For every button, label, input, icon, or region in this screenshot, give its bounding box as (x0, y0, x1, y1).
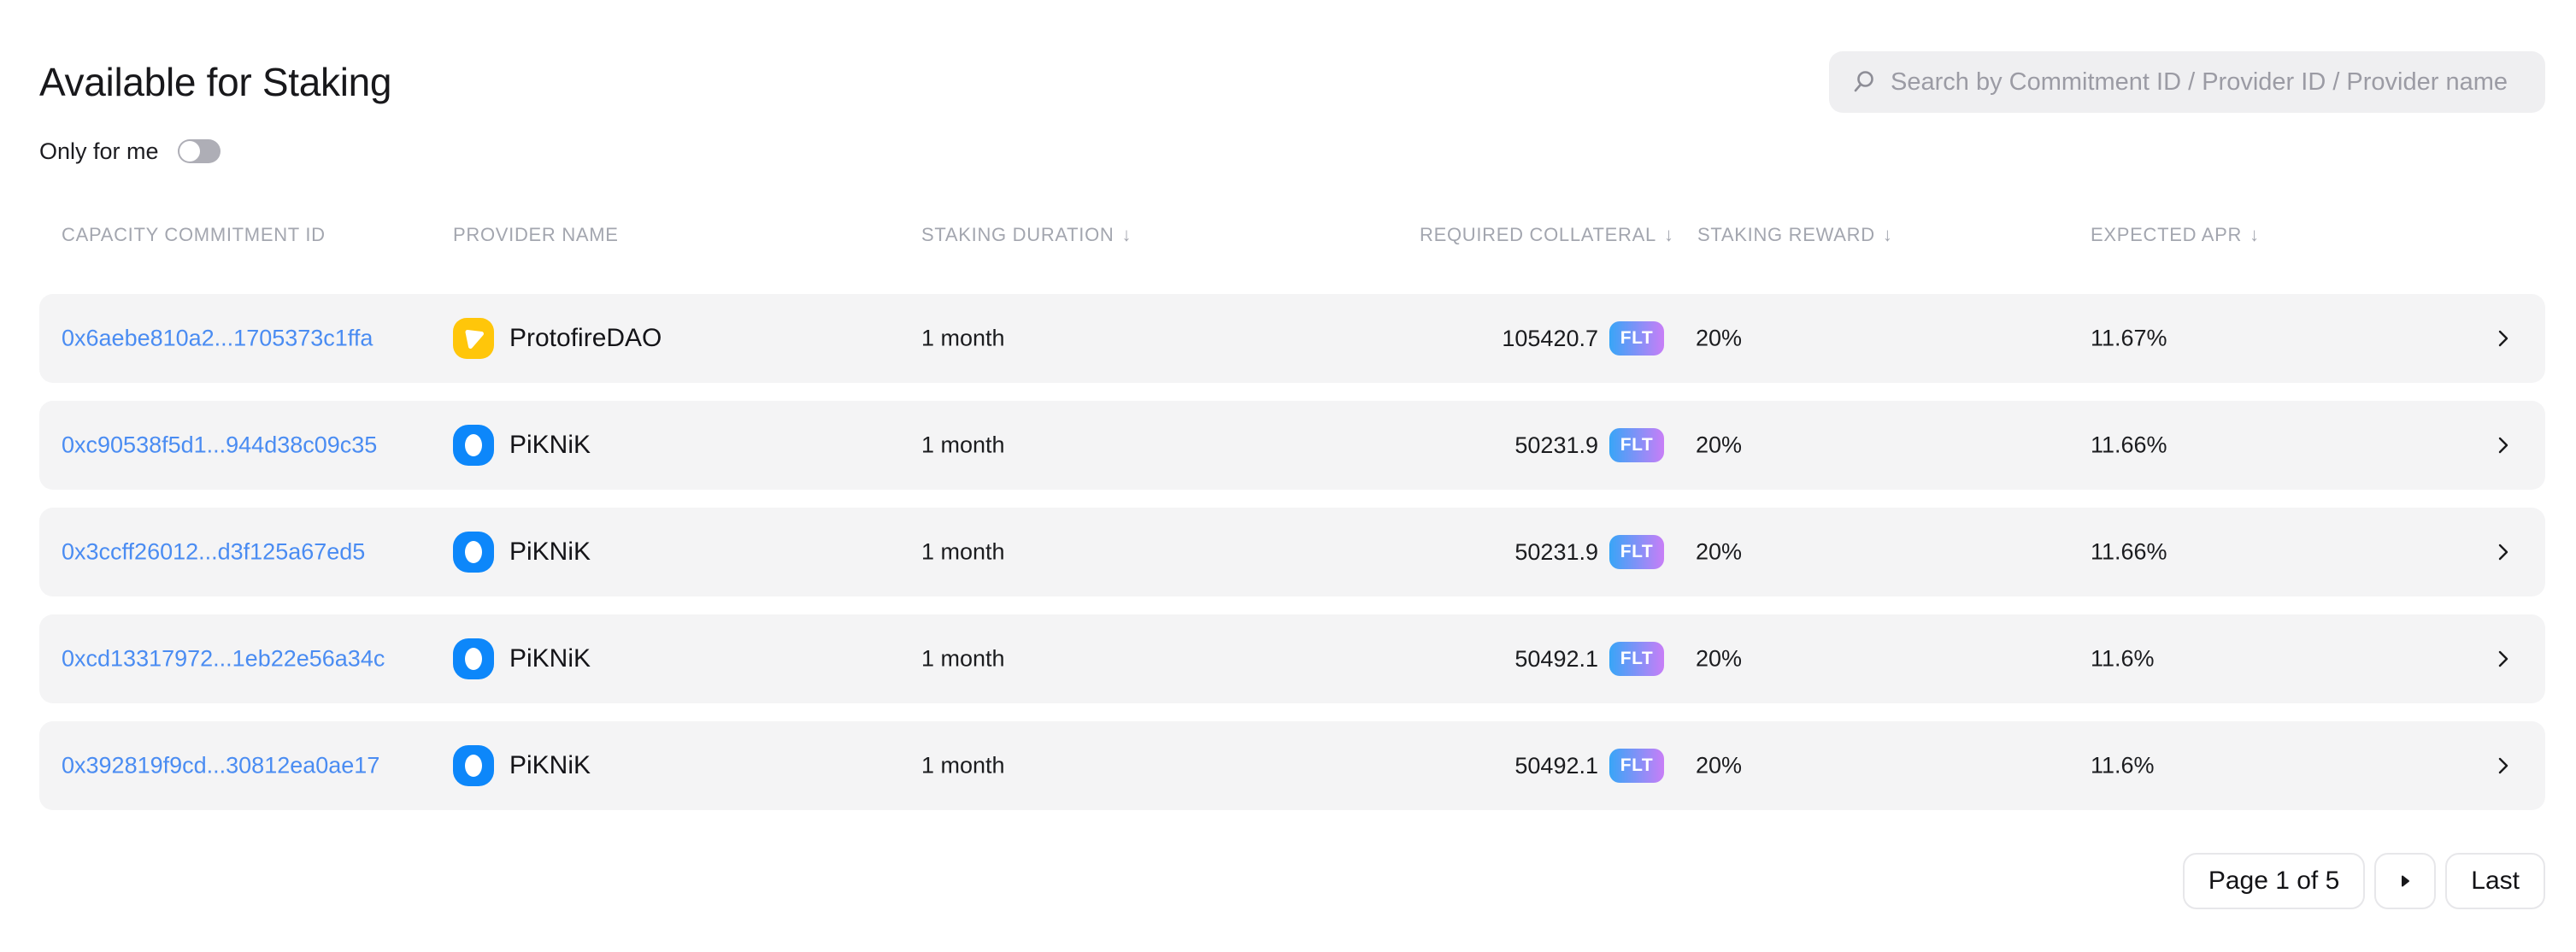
page-header: Available for Staking (39, 51, 2545, 113)
commitment-id-link[interactable]: 0x3ccff26012...d3f125a67ed5 (62, 538, 366, 565)
commitment-id-link[interactable]: 0xcd13317972...1eb22e56a34c (62, 645, 385, 672)
next-arrow-icon (2402, 875, 2410, 887)
required-collateral-cell: 50492.1 FLT (1236, 749, 1664, 783)
flt-token-badge: FLT (1609, 749, 1664, 783)
staking-duration-value: 1 month (921, 325, 1005, 351)
search-icon (1854, 71, 1873, 92)
sort-down-icon: ↓ (2250, 224, 2260, 245)
sort-down-icon: ↓ (1121, 224, 1132, 245)
filter-row: Only for me (39, 138, 2545, 164)
chevron-right-icon[interactable] (2492, 327, 2514, 350)
page-title: Available for Staking (39, 60, 392, 104)
expected-apr-value: 11.6% (2091, 645, 2155, 672)
piknik-icon (453, 745, 494, 786)
last-page-button[interactable]: Last (2445, 853, 2545, 909)
flt-token-badge: FLT (1609, 428, 1664, 462)
staking-reward-value: 20% (1696, 432, 1743, 458)
chevron-right-icon[interactable] (2492, 755, 2514, 777)
next-page-button[interactable] (2374, 853, 2437, 909)
column-header-expected-apr[interactable]: EXPECTED APR ↓ (2091, 224, 2260, 245)
only-for-me-label: Only for me (39, 138, 159, 164)
pagination: Page 1 of 5 Last (39, 853, 2545, 909)
expected-apr-value: 11.66% (2091, 432, 2167, 458)
toggle-knob (179, 141, 200, 162)
piknik-icon (453, 532, 494, 573)
expected-apr-value: 11.6% (2091, 752, 2155, 779)
table-header: CAPACITY COMMITMENT ID PROVIDER NAME STA… (39, 224, 2545, 246)
collateral-amount: 50492.1 (1514, 752, 1598, 779)
staking-reward-value: 20% (1696, 645, 1743, 672)
commitment-id-link[interactable]: 0xc90538f5d1...944d38c09c35 (62, 432, 378, 458)
staking-duration-value: 1 month (921, 752, 1005, 779)
table-row[interactable]: 0x3ccff26012...d3f125a67ed5 PiKNiK 1 mon… (39, 508, 2545, 596)
table-row[interactable]: 0x6aebe810a2...1705373c1ffa ProtofireDAO… (39, 294, 2545, 383)
collateral-amount: 50231.9 (1514, 538, 1598, 565)
provider-name: ProtofireDAO (509, 324, 662, 352)
staking-reward-value: 20% (1696, 538, 1743, 565)
table-row[interactable]: 0xcd13317972...1eb22e56a34c PiKNiK 1 mon… (39, 614, 2545, 703)
collateral-amount: 50231.9 (1514, 432, 1598, 458)
piknik-icon (453, 638, 494, 679)
column-header-commitment-id: CAPACITY COMMITMENT ID (62, 224, 326, 245)
expected-apr-value: 11.67% (2091, 325, 2167, 351)
table-row[interactable]: 0xc90538f5d1...944d38c09c35 PiKNiK 1 mon… (39, 401, 2545, 490)
staking-reward-value: 20% (1696, 325, 1743, 351)
staking-reward-value: 20% (1696, 752, 1743, 779)
staking-duration-value: 1 month (921, 538, 1005, 565)
piknik-icon (453, 425, 494, 466)
collateral-amount: 50492.1 (1514, 645, 1598, 672)
column-header-staking-reward[interactable]: STAKING REWARD ↓ (1697, 224, 1893, 245)
required-collateral-cell: 50231.9 FLT (1236, 535, 1664, 569)
flt-token-badge: FLT (1609, 321, 1664, 356)
staking-duration-value: 1 month (921, 645, 1005, 672)
commitment-id-link[interactable]: 0x392819f9cd...30812ea0ae17 (62, 752, 380, 779)
column-header-required-collateral[interactable]: REQUIRED COLLATERAL ↓ (1420, 224, 1674, 245)
flt-token-badge: FLT (1609, 535, 1664, 569)
staking-duration-value: 1 month (921, 432, 1005, 458)
chevron-right-icon[interactable] (2492, 648, 2514, 670)
collateral-amount: 105420.7 (1502, 325, 1598, 351)
page-indicator-button[interactable]: Page 1 of 5 (2182, 853, 2366, 909)
expected-apr-value: 11.66% (2091, 538, 2167, 565)
only-for-me-toggle[interactable] (177, 139, 221, 163)
provider-name: PiKNiK (509, 431, 591, 459)
column-header-staking-duration[interactable]: STAKING DURATION ↓ (921, 224, 1132, 245)
flt-token-badge: FLT (1609, 642, 1664, 676)
commitment-id-link[interactable]: 0x6aebe810a2...1705373c1ffa (62, 325, 373, 351)
required-collateral-cell: 50231.9 FLT (1236, 428, 1664, 462)
chevron-right-icon[interactable] (2492, 434, 2514, 456)
chevron-right-icon[interactable] (2492, 541, 2514, 563)
table-row[interactable]: 0x392819f9cd...30812ea0ae17 PiKNiK 1 mon… (39, 721, 2545, 810)
sort-down-icon: ↓ (1882, 224, 1893, 245)
required-collateral-cell: 105420.7 FLT (1236, 321, 1664, 356)
provider-name: PiKNiK (509, 751, 591, 779)
required-collateral-cell: 50492.1 FLT (1236, 642, 1664, 676)
search-input[interactable] (1891, 68, 2525, 97)
sort-down-icon: ↓ (1663, 224, 1674, 245)
column-header-provider-name: PROVIDER NAME (453, 224, 619, 245)
search-box[interactable] (1829, 51, 2545, 113)
provider-name: PiKNiK (509, 644, 591, 673)
staking-table: 0x6aebe810a2...1705373c1ffa ProtofireDAO… (39, 294, 2545, 810)
protofire-icon (453, 318, 494, 359)
provider-name: PiKNiK (509, 538, 591, 566)
